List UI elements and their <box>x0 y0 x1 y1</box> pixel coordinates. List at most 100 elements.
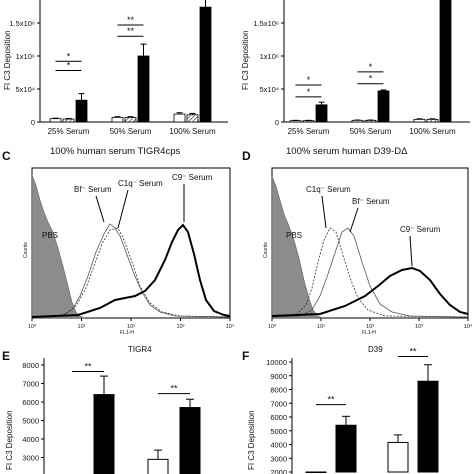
panel-f-ytick-label: 3000 <box>270 454 287 463</box>
panel-c-label-bf: Bf⁻ Serum <box>74 185 112 194</box>
panel-f-ylabel: FI C3 Deposition <box>247 410 256 470</box>
panel-a-group-label: 100% Serum <box>169 127 216 136</box>
panel-b-group-label: 25% Serum <box>288 127 330 136</box>
panel-c-ylabel: Counts <box>23 242 29 258</box>
panel-d-label-c9: C9⁻ Serum <box>400 225 441 234</box>
panel-b-group-label: 50% Serum <box>350 127 392 136</box>
panel-c-xtick-label: 10⁴ <box>226 323 235 330</box>
panel-c-label-pbs: PBS <box>42 231 58 240</box>
panel-d-c1q-serum-curve <box>271 227 469 318</box>
panel-d-arrow-c1q <box>321 195 327 229</box>
panel-c-label-c1q: C1q⁻ Serum <box>118 179 163 188</box>
panel-f-bar <box>305 471 327 473</box>
panel-d-letter: D <box>242 149 251 163</box>
panel-b-bar <box>439 0 452 123</box>
panel-d-ylabel: Counts <box>263 242 269 258</box>
panel-c-arrow-c1q <box>117 189 129 229</box>
panel-b-sig-label: * <box>369 62 373 72</box>
panel-b-bar <box>377 90 390 123</box>
panel-b: FI C3 Deposition 05x10⁴1x10⁶1.5x10⁶2.0x1… <box>241 0 470 136</box>
panel-d-xlabel: FL1-H <box>362 330 376 336</box>
panel-a-bar <box>111 116 124 123</box>
panel-f-ytick-label: 2000 <box>270 468 287 474</box>
panel-f: F D39 FI C3 Deposition 2000 3000 4000 5000 6… <box>242 345 439 474</box>
panel-e-sig-label: ** <box>170 384 178 394</box>
panel-f-bar <box>335 424 357 473</box>
panel-e-ytick-label: 7000 <box>22 380 39 389</box>
panel-b-ytick-label: 1x10⁶ <box>260 52 279 61</box>
panel-a-sig-label: * <box>67 51 71 61</box>
panel-a-ytick-label: 1x10⁶ <box>16 52 35 61</box>
panel-b-bar <box>351 119 364 123</box>
panel-d-arrow-c9 <box>409 235 413 267</box>
panel-a: FI C3 Deposition 05x10⁴1x10⁶1.5x10⁶2.0x1… <box>3 0 228 136</box>
panel-d-arrow-bf <box>349 207 359 233</box>
panel-a-bar <box>199 6 212 123</box>
panel-a-group-label: 25% Serum <box>48 127 90 136</box>
panel-c-label-c9: C9⁻ Serum <box>172 173 213 182</box>
panel-a-bar <box>137 55 150 123</box>
panel-d-label-c1q: C1q⁻ Serum <box>306 185 351 194</box>
panel-c: C 100% human serum TIGR4cps PBS Bf⁻ Seru… <box>2 146 235 336</box>
panel-d-xtick-label: 10⁰ <box>268 323 277 330</box>
panel-e-bar <box>93 394 115 474</box>
panel-b-ytick-label: 0 <box>275 118 279 127</box>
panel-c-xtick-label: 10² <box>127 324 135 330</box>
panel-f-letter: F <box>242 349 249 363</box>
panel-e-ytick-label: 5000 <box>22 417 39 426</box>
panel-d-bf-serum-curve <box>271 227 469 318</box>
panel-b-ytick-label: 5x10⁴ <box>260 85 280 94</box>
panel-a-ylabel: FI C3 Deposition <box>3 30 12 90</box>
panel-d: D 100% serum human D39-DΔ PBS C1q⁻ Serum… <box>242 146 473 336</box>
panel-e-bar <box>147 458 169 474</box>
panel-b-ylabel: FI C3 Deposition <box>241 30 250 90</box>
panel-c-c1q-serum-curve <box>31 227 231 318</box>
panel-d-c9-serum-curve <box>271 266 469 317</box>
panel-c-bf-serum-curve <box>31 223 231 319</box>
panel-f-ytick-label: 8000 <box>270 386 287 395</box>
panel-e-ytick-label: 6000 <box>22 398 39 407</box>
panel-c-letter: C <box>2 149 11 163</box>
panel-e-title: TIGR4 <box>128 345 152 354</box>
panel-c-xtick-label: 10¹ <box>78 324 86 330</box>
panel-a-ytick-label: 0 <box>31 118 35 127</box>
panel-a-bar <box>49 118 62 123</box>
panel-a-ytick-label: 1.5x10⁶ <box>9 19 35 28</box>
panel-d-pbs-histogram <box>271 175 324 319</box>
panel-b-bar <box>302 120 315 123</box>
panel-f-ytick-label: 5000 <box>270 427 287 436</box>
panel-e: E TIGR4 FI C3 Deposition 3000 4000 5000 600… <box>2 345 201 474</box>
panel-b-bar <box>413 118 426 123</box>
panel-a-bar <box>75 99 88 123</box>
panel-d-xtick-label: 10⁴ <box>464 323 473 330</box>
panel-e-ytick-label: 3000 <box>22 454 39 463</box>
panel-b-sig-label: * <box>369 74 373 84</box>
panel-d-label-bf: Bf⁻ Serum <box>352 197 390 206</box>
panel-e-ylabel: FI C3 Deposition <box>5 410 14 470</box>
panel-d-title: 100% serum human D39-DΔ <box>286 146 408 157</box>
panel-b-ytick-label: 1.5x10⁶ <box>253 19 279 28</box>
panel-b-bar <box>289 120 302 123</box>
panel-e-sig-label: ** <box>84 361 92 371</box>
panel-b-sig-label: * <box>307 75 311 85</box>
panel-c-xtick-label: 10⁰ <box>28 323 37 330</box>
panel-a-group-label: 50% Serum <box>110 127 152 136</box>
panel-d-xtick-label: 10² <box>366 324 374 330</box>
panel-b-sig-label: * <box>307 87 311 97</box>
panel-e-ytick-label: 4000 <box>22 435 39 444</box>
panel-a-ytick-label: 5x10⁴ <box>16 85 36 94</box>
panel-e-ytick-label: 8000 <box>22 361 39 370</box>
panel-a-bar <box>62 118 75 123</box>
panel-f-bar <box>417 380 439 473</box>
panel-f-ytick-label: 6000 <box>270 413 287 422</box>
panel-c-xlabel: FL1-H <box>120 330 134 336</box>
panel-b-bar <box>315 104 328 123</box>
panel-d-xtick-label: 10¹ <box>317 324 325 330</box>
panel-a-bar <box>173 113 186 123</box>
panel-c-pbs-histogram <box>31 174 86 319</box>
panel-c-title: 100% human serum TIGR4cps <box>50 146 180 157</box>
panel-a-sig-label: ** <box>127 26 135 36</box>
panel-b-bar <box>364 119 377 123</box>
panel-e-letter: E <box>2 349 10 363</box>
